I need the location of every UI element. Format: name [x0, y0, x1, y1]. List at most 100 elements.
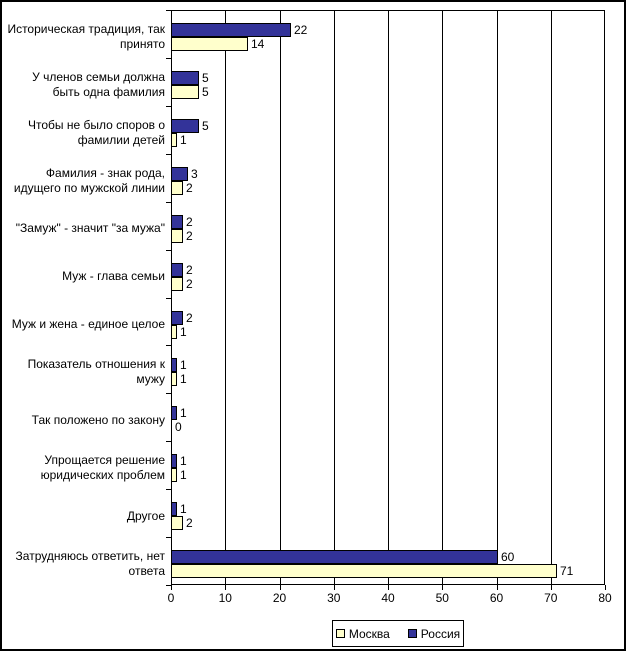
- bar-moscow: [171, 372, 177, 386]
- bar-value-label: 1: [180, 468, 187, 482]
- y-axis-tick: [166, 250, 171, 251]
- category-label: "Замуж" - значит "за мужа": [15, 221, 165, 236]
- bar-value-label: 2: [186, 516, 193, 530]
- legend: Москва Россия: [332, 620, 464, 647]
- bar-russia: [171, 454, 177, 468]
- bar-value-label: 2: [186, 263, 193, 277]
- y-axis-tick: [166, 585, 171, 586]
- plot-area: [171, 10, 605, 585]
- y-axis-tick: [166, 106, 171, 107]
- x-axis-tick: [496, 585, 498, 590]
- legend-swatch: [335, 629, 345, 638]
- bar-russia: [171, 215, 183, 229]
- y-axis-tick: [166, 202, 171, 203]
- x-axis-tick-label: 0: [167, 591, 175, 605]
- y-axis-tick: [166, 58, 171, 59]
- bar-moscow: [171, 37, 248, 51]
- bar-russia: [171, 406, 177, 420]
- bar-value-label: 5: [202, 85, 209, 99]
- gridline: [225, 10, 227, 585]
- y-axis-tick: [166, 10, 171, 11]
- x-axis-tick: [333, 585, 335, 590]
- bar-russia: [171, 119, 199, 133]
- bar-moscow: [171, 277, 183, 291]
- category-label: Другое: [126, 508, 165, 523]
- bar-moscow: [171, 181, 183, 195]
- bar-value-label: 2: [186, 215, 193, 229]
- y-axis-tick: [166, 298, 171, 299]
- bar-value-label: 1: [180, 325, 187, 339]
- x-axis-tick: [279, 585, 281, 590]
- bar-value-label: 5: [202, 119, 209, 133]
- category-label: Муж и жена - единое целое: [11, 316, 165, 331]
- x-axis-tick-label: 50: [435, 591, 449, 605]
- legend-label: Москва: [348, 626, 390, 641]
- bar-value-label: 1: [180, 372, 187, 386]
- x-axis-tick-label: 60: [489, 591, 504, 605]
- y-axis-tick: [166, 154, 171, 155]
- bar-value-label: 1: [180, 502, 187, 516]
- bar-value-label: 60: [501, 550, 515, 564]
- x-axis-tick: [171, 585, 172, 590]
- gridline: [442, 10, 444, 585]
- category-label: У членов семьи должна быть одна фамилия: [32, 69, 165, 99]
- bar-value-label: 5: [202, 71, 209, 85]
- bar-value-label: 0: [175, 420, 182, 434]
- gridline: [550, 10, 552, 585]
- x-axis-tick-label: 30: [327, 591, 341, 605]
- bar-value-label: 14: [251, 37, 265, 51]
- bar-russia: [171, 23, 291, 37]
- bar-value-label: 2: [186, 229, 193, 243]
- bar-value-label: 3: [191, 167, 198, 181]
- x-axis-tick: [605, 585, 606, 590]
- category-label: Муж - глава семьи: [62, 269, 165, 284]
- bar-value-label: 2: [186, 181, 193, 195]
- bar-moscow: [171, 229, 183, 243]
- y-axis-tick: [166, 537, 171, 538]
- bar-moscow: [171, 516, 183, 530]
- y-axis-tick: [166, 441, 171, 442]
- bar-value-label: 2: [186, 277, 193, 291]
- y-axis-tick: [166, 489, 171, 490]
- bar-russia: [171, 263, 183, 277]
- gridline: [333, 10, 335, 585]
- category-label: Историческая традиция, так принято: [7, 21, 165, 51]
- gridline: [496, 10, 498, 585]
- bar-value-label: 71: [560, 564, 574, 578]
- bar-moscow: [171, 468, 177, 482]
- bar-value-label: 22: [294, 23, 308, 37]
- legend-item-russia: Россия: [407, 626, 461, 641]
- bar-russia: [171, 502, 177, 516]
- bar-value-label: 2: [186, 311, 193, 325]
- bar-moscow: [171, 133, 177, 147]
- category-label: Чтобы не было споров о фамилии детей: [27, 117, 165, 147]
- bar-russia: [171, 167, 188, 181]
- category-label: Упрощается решение юридических проблем: [40, 453, 165, 483]
- x-axis-tick-label: 80: [598, 591, 612, 605]
- bar-value-label: 1: [180, 454, 187, 468]
- y-axis-tick: [166, 393, 171, 394]
- bar-value-label: 1: [180, 358, 187, 372]
- x-axis-tick-label: 20: [272, 591, 287, 605]
- bar-moscow: [171, 325, 177, 339]
- category-label: Так положено по закону: [31, 412, 165, 427]
- category-label: Затрудняюсь ответить, нет ответа: [15, 549, 165, 579]
- category-label: Фамилия - знак рода, идущего по мужской …: [13, 165, 165, 195]
- bar-russia: [171, 358, 177, 372]
- gridline: [388, 10, 389, 585]
- x-axis-tick: [225, 585, 227, 590]
- bar-moscow: [171, 85, 199, 99]
- bar-russia: [171, 71, 199, 85]
- gridline: [279, 10, 281, 585]
- x-axis-tick: [388, 585, 389, 590]
- bar-moscow: [171, 564, 557, 578]
- bar-russia: [171, 311, 183, 325]
- legend-label: Россия: [420, 626, 461, 641]
- bar-value-label: 1: [180, 133, 187, 147]
- bar-russia: [171, 550, 498, 564]
- category-label: Показатель отношения к мужу: [27, 357, 165, 387]
- x-axis-tick-label: 40: [381, 591, 395, 605]
- x-axis-tick-label: 10: [218, 591, 232, 605]
- x-axis-tick-label: 70: [544, 591, 558, 605]
